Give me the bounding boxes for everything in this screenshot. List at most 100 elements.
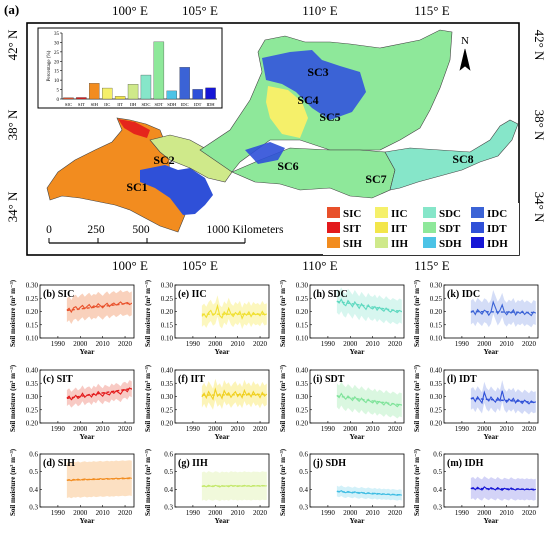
xtick-label: 2010 (500, 340, 515, 348)
inset-ytick-label: 25 (54, 51, 60, 56)
region-label: SC1 (126, 180, 147, 194)
xtick-label: 2010 (96, 425, 111, 433)
inset-xtick-label: IIH (130, 102, 137, 107)
lat-label-right: 42° N (532, 30, 547, 61)
panel-hsdc: (h) SDC 0.10 0.15 0.20 0.25 0.30 1990 2000 2010 2… (279, 279, 405, 356)
panel-isdt: (i) SDT 0.20 0.25 0.30 0.35 0.40 1990 2000 2010 2… (279, 364, 405, 441)
ytick-label: 0.10 (161, 335, 174, 343)
inset-xtick-label: SDT (155, 102, 164, 107)
ytick-label: 0.25 (296, 406, 309, 414)
xlabel: Year (350, 516, 366, 525)
trend-line (336, 300, 402, 313)
ytick-label: 0.25 (161, 406, 174, 414)
region-label: SC5 (319, 110, 340, 124)
xtick-label: 2020 (253, 509, 268, 517)
ytick-label: 0.35 (26, 380, 39, 388)
ytick-label: 0.10 (430, 335, 443, 343)
inset-bar-chart: 0 5 10 15 20 25 30 35 Percentage (%) SIC SIT SIH IIC… (37, 27, 223, 109)
region-sc2-blue (140, 165, 213, 215)
xtick-label: 2000 (73, 340, 88, 348)
inset-ytick-label: 15 (54, 70, 60, 75)
ytick-label: 0.4 (164, 486, 173, 494)
lon-labels-bottom: 100° E 105° E 110° E 115° E (112, 258, 450, 273)
map-legend: SIC SIT SIH IIC IIT IIH SDC SDT SDH IDC IDT IDH (323, 203, 519, 255)
scale-label: 250 (87, 224, 105, 236)
north-label: N (461, 35, 469, 47)
legend-swatch (423, 222, 436, 233)
ytick-label: 0.20 (296, 420, 309, 428)
xtick-label: 2010 (96, 340, 111, 348)
ytick-label: 0.15 (430, 321, 443, 329)
panel-giih: (g) IIH 0.3 0.4 0.5 0.6 1990 2000 2010 2020 Year S… (144, 448, 270, 525)
xtick-label: 1990 (455, 509, 470, 517)
ytick-label: 0.30 (430, 393, 443, 401)
xtick-label: 2000 (208, 340, 223, 348)
trend-line (336, 395, 402, 406)
trend-line (470, 397, 536, 404)
xtick-label: 1990 (51, 340, 66, 348)
trend-line (201, 393, 267, 396)
ytick-label: 0.35 (161, 380, 174, 388)
series-line (470, 390, 536, 405)
ytick-label: 0.6 (164, 451, 173, 459)
xtick-label: 2020 (522, 509, 537, 517)
ylabel: Soil moisture (m³ m⁻³) (144, 448, 152, 516)
region-label: SC4 (297, 93, 318, 107)
scale-label: 500 (132, 224, 150, 236)
inset-bar (192, 89, 203, 100)
ytick-label: 0.20 (430, 308, 443, 316)
inset-bar (114, 96, 126, 100)
ytick-label: 0.40 (26, 367, 39, 375)
xtick-label: 1990 (186, 340, 201, 348)
ytick-label: 0.30 (26, 393, 39, 401)
legend-label: IDC (487, 208, 507, 220)
xlabel: Year (350, 432, 366, 441)
xtick-label: 2020 (388, 425, 403, 433)
ytick-label: 0.15 (161, 321, 174, 329)
ytick-label: 0.5 (29, 468, 38, 476)
ytick-label: 0.5 (299, 468, 308, 476)
ytick-label: 0.30 (296, 393, 309, 401)
region-label: SC3 (307, 65, 328, 79)
ytick-label: 0.10 (26, 335, 39, 343)
ytick-label: 0.35 (430, 380, 443, 388)
ytick-label: 0.4 (29, 486, 38, 494)
inset-bar (76, 97, 87, 100)
ytick-label: 0.3 (433, 504, 442, 512)
panel-jsdh: (j) SDH 0.3 0.4 0.5 0.6 1990 2000 2010 2020 Year S… (279, 448, 405, 525)
lat-label-left: 34° N (5, 191, 20, 222)
ytick-label: 0.10 (296, 335, 309, 343)
soil-moisture-panels: (b) SIC 0.10 0.15 0.20 0.25 0.30 1990 2000 2010 2… (9, 279, 539, 525)
lon-label-bottom: 105° E (182, 258, 218, 273)
xtick-label: 2010 (500, 425, 515, 433)
panel-kidc: (k) IDC 0.10 0.15 0.20 0.25 0.30 1990 2000 2010 2… (413, 279, 539, 356)
inset-xtick-label: SDC (141, 102, 150, 107)
inset-bar (205, 87, 216, 100)
ylabel: Soil moisture (m³ m⁻³) (9, 448, 17, 516)
ylabel: Soil moisture (m³ m⁻³) (413, 279, 421, 347)
panel-csit: (c) SIT 0.20 0.25 0.30 0.35 0.40 1990 2000 2010 2… (9, 364, 135, 441)
inset-bar (63, 97, 74, 100)
ylabel: Soil moisture (m³ m⁻³) (279, 448, 287, 516)
xtick-label: 2000 (343, 425, 358, 433)
ylabel: Soil moisture (m³ m⁻³) (144, 279, 152, 347)
xtick-label: 2010 (231, 509, 246, 517)
region-label: SC6 (277, 159, 298, 173)
legend-swatch (327, 237, 340, 248)
xlabel: Year (484, 516, 500, 525)
xtick-label: 1990 (186, 509, 201, 517)
legend-label: IDT (487, 223, 507, 235)
ylabel: Soil moisture (m³ m⁻³) (279, 279, 287, 347)
inset-ytick-label: 30 (54, 41, 60, 46)
legend-label: SIT (343, 223, 361, 235)
legend-swatch (423, 237, 436, 248)
region-sc6-blue (245, 142, 285, 164)
panel-fiit: (f) IIT 0.20 0.25 0.30 0.35 0.40 1990 2000 2010 2… (144, 364, 270, 441)
xtick-label: 2010 (96, 509, 111, 517)
inset-xtick-label: IIC (104, 102, 110, 107)
region-sc7 (384, 119, 519, 191)
panel-label: (h) SDC (313, 289, 348, 300)
panel-lidt: (l) IDT 0.20 0.25 0.30 0.35 0.40 1990 2000 2010 2… (413, 364, 539, 441)
region-label: SC7 (365, 172, 386, 186)
xtick-label: 2020 (118, 509, 133, 517)
